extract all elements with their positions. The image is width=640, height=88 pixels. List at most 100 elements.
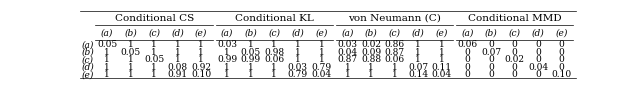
- Text: 1: 1: [104, 48, 110, 57]
- Text: (c): (c): [148, 28, 160, 37]
- Text: 0: 0: [535, 48, 541, 57]
- Text: 0.10: 0.10: [191, 70, 211, 79]
- Text: 0.06: 0.06: [385, 55, 404, 64]
- Text: 1: 1: [415, 55, 421, 64]
- Text: 0.87: 0.87: [385, 48, 404, 57]
- Text: 1: 1: [128, 70, 134, 79]
- Text: Conditional KL: Conditional KL: [235, 14, 314, 23]
- Text: 0.86: 0.86: [385, 40, 404, 49]
- Text: 0.03: 0.03: [337, 40, 357, 49]
- Text: 1: 1: [128, 40, 134, 49]
- Text: 0: 0: [465, 48, 470, 57]
- Text: (b): (b): [484, 28, 497, 37]
- Text: 0.05: 0.05: [144, 55, 164, 64]
- Text: 1: 1: [151, 70, 157, 79]
- Text: 1: 1: [344, 63, 350, 72]
- Text: 0.05: 0.05: [241, 48, 261, 57]
- Text: (a): (a): [341, 28, 354, 37]
- Text: 1: 1: [175, 55, 180, 64]
- Text: 0: 0: [535, 70, 541, 79]
- Text: (c): (c): [388, 28, 401, 37]
- Text: 1: 1: [319, 55, 324, 64]
- Text: 0: 0: [465, 70, 470, 79]
- Text: (a): (a): [101, 28, 113, 37]
- Text: (c): (c): [268, 28, 280, 37]
- Text: 0.08: 0.08: [168, 63, 188, 72]
- Text: 1: 1: [175, 40, 180, 49]
- Text: 0: 0: [559, 48, 564, 57]
- Text: 0.06: 0.06: [458, 40, 477, 49]
- Text: 1: 1: [104, 63, 110, 72]
- Text: 1: 1: [248, 40, 253, 49]
- Text: 0.88: 0.88: [361, 55, 381, 64]
- Text: 0.92: 0.92: [191, 63, 211, 72]
- Text: 0.91: 0.91: [168, 70, 188, 79]
- Text: (e): (e): [435, 28, 448, 37]
- Text: von Neumann (C): von Neumann (C): [348, 14, 441, 23]
- Text: 1: 1: [104, 55, 110, 64]
- Text: 1: 1: [319, 48, 324, 57]
- Text: 0.04: 0.04: [431, 70, 452, 79]
- Text: (a): (a): [81, 40, 94, 49]
- Text: 0.09: 0.09: [361, 48, 381, 57]
- Text: (a): (a): [221, 28, 234, 37]
- Text: 0: 0: [535, 40, 541, 49]
- Text: 0.99: 0.99: [217, 55, 237, 64]
- Text: 0: 0: [535, 55, 541, 64]
- Text: (b): (b): [244, 28, 257, 37]
- Text: 1: 1: [392, 63, 397, 72]
- Text: 0.06: 0.06: [264, 55, 284, 64]
- Text: 0.87: 0.87: [337, 55, 358, 64]
- Text: (b): (b): [124, 28, 137, 37]
- Text: 1: 1: [151, 40, 157, 49]
- Text: 1: 1: [415, 48, 421, 57]
- Text: Conditional MMD: Conditional MMD: [468, 14, 561, 23]
- Text: 1: 1: [344, 70, 350, 79]
- Text: 1: 1: [151, 63, 157, 72]
- Text: (d): (d): [412, 28, 424, 37]
- Text: 0.79: 0.79: [288, 70, 308, 79]
- Text: 1: 1: [198, 55, 204, 64]
- Text: 0: 0: [488, 40, 494, 49]
- Text: 1: 1: [151, 48, 157, 57]
- Text: (e): (e): [81, 70, 94, 79]
- Text: 0: 0: [512, 48, 518, 57]
- Text: 0: 0: [512, 40, 518, 49]
- Text: 0: 0: [488, 70, 494, 79]
- Text: 0: 0: [488, 63, 494, 72]
- Text: 1: 1: [175, 48, 180, 57]
- Text: 0.04: 0.04: [528, 63, 548, 72]
- Text: 0.07: 0.07: [408, 63, 428, 72]
- Text: 1: 1: [415, 40, 421, 49]
- Text: 1: 1: [128, 55, 134, 64]
- Text: 1: 1: [128, 63, 134, 72]
- Text: 1: 1: [271, 40, 277, 49]
- Text: 1: 1: [368, 70, 374, 79]
- Text: 0.04: 0.04: [337, 48, 358, 57]
- Text: 0.10: 0.10: [552, 70, 572, 79]
- Text: 0: 0: [559, 40, 564, 49]
- Text: 0.02: 0.02: [361, 40, 381, 49]
- Text: 0: 0: [512, 63, 518, 72]
- Text: (e): (e): [315, 28, 328, 37]
- Text: 0.79: 0.79: [311, 63, 332, 72]
- Text: (e): (e): [195, 28, 207, 37]
- Text: Conditional CS: Conditional CS: [115, 14, 194, 23]
- Text: 0.11: 0.11: [431, 63, 452, 72]
- Text: 0: 0: [512, 70, 518, 79]
- Text: 1: 1: [438, 48, 444, 57]
- Text: 1: 1: [271, 63, 277, 72]
- Text: 1: 1: [438, 40, 444, 49]
- Text: 1: 1: [319, 40, 324, 49]
- Text: 1: 1: [392, 70, 397, 79]
- Text: 0.04: 0.04: [311, 70, 332, 79]
- Text: (d): (d): [81, 63, 94, 72]
- Text: 1: 1: [225, 63, 230, 72]
- Text: 0: 0: [559, 55, 564, 64]
- Text: (d): (d): [172, 28, 184, 37]
- Text: 1: 1: [198, 40, 204, 49]
- Text: (d): (d): [291, 28, 304, 37]
- Text: 0.03: 0.03: [288, 63, 308, 72]
- Text: 0: 0: [488, 55, 494, 64]
- Text: 1: 1: [225, 70, 230, 79]
